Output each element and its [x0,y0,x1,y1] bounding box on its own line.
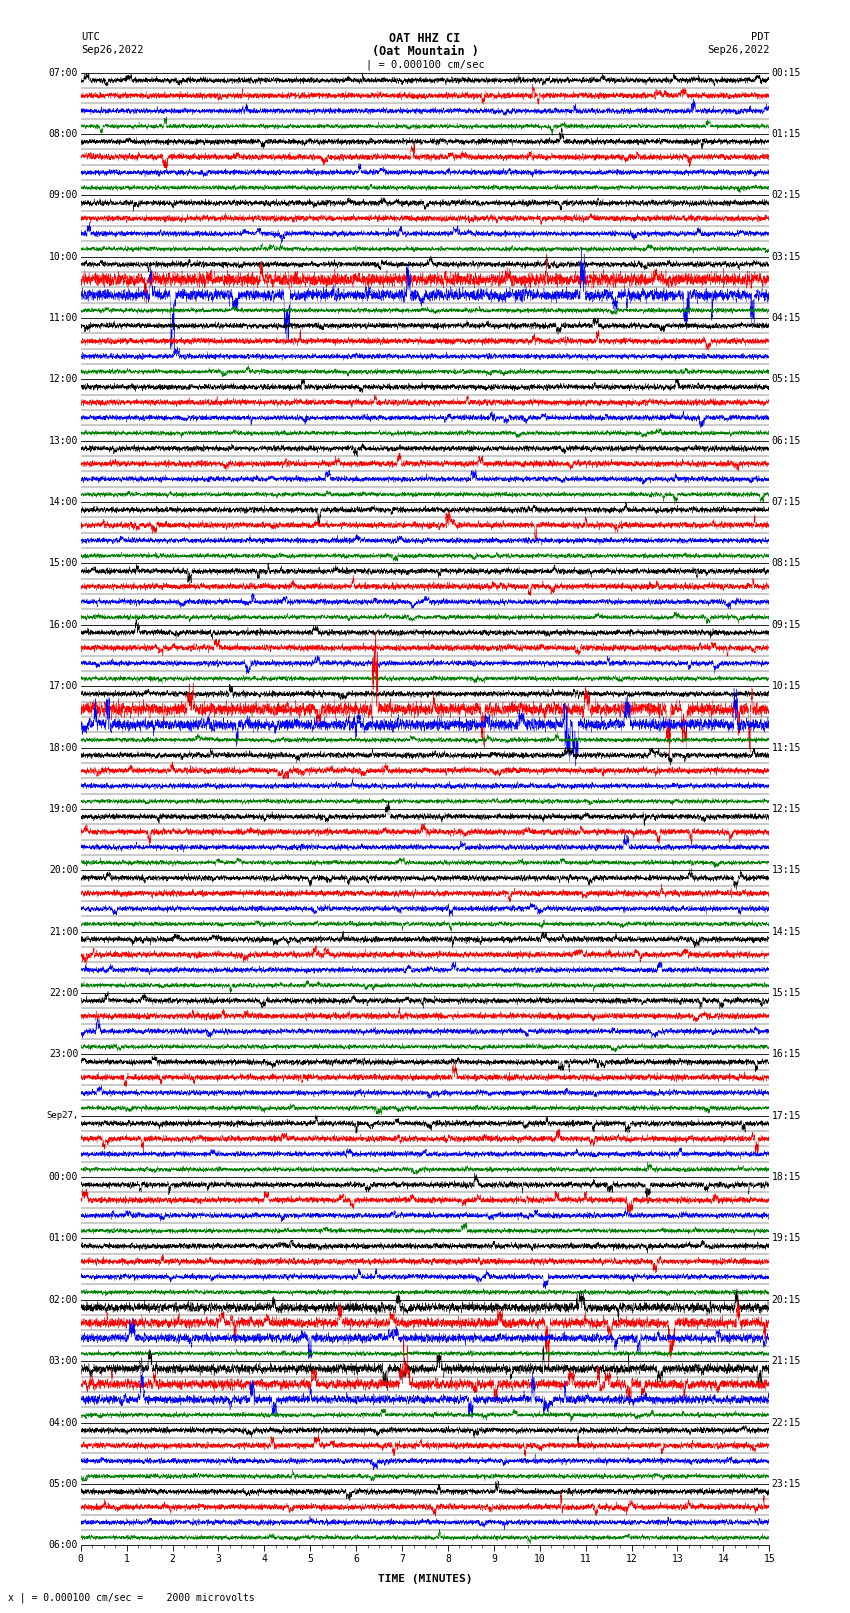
Text: 01:00: 01:00 [48,1234,78,1244]
Text: 23:15: 23:15 [772,1479,802,1489]
Text: 20:15: 20:15 [772,1295,802,1305]
Text: 07:00: 07:00 [48,68,78,77]
Text: 09:00: 09:00 [48,190,78,200]
Text: 11:00: 11:00 [48,313,78,323]
Text: 22:00: 22:00 [48,989,78,998]
Text: OAT HHZ CI: OAT HHZ CI [389,32,461,45]
Text: 00:15: 00:15 [772,68,802,77]
Text: 13:00: 13:00 [48,436,78,445]
Text: Sep27,: Sep27, [46,1111,78,1119]
Text: 20:00: 20:00 [48,865,78,876]
Text: | = 0.000100 cm/sec: | = 0.000100 cm/sec [366,60,484,71]
Text: Sep26,2022: Sep26,2022 [81,45,144,55]
Text: 02:00: 02:00 [48,1295,78,1305]
Text: 13:15: 13:15 [772,865,802,876]
Text: 00:00: 00:00 [48,1173,78,1182]
Text: 07:15: 07:15 [772,497,802,506]
Text: 03:00: 03:00 [48,1357,78,1366]
Text: 10:00: 10:00 [48,252,78,261]
Text: 16:00: 16:00 [48,619,78,629]
Text: 06:15: 06:15 [772,436,802,445]
Text: PDT: PDT [751,32,769,42]
Text: 17:00: 17:00 [48,681,78,692]
Text: x | = 0.000100 cm/sec =    2000 microvolts: x | = 0.000100 cm/sec = 2000 microvolts [8,1592,255,1603]
Text: 15:15: 15:15 [772,989,802,998]
Text: TIME (MINUTES): TIME (MINUTES) [377,1574,473,1584]
Text: 19:00: 19:00 [48,803,78,815]
Text: 01:15: 01:15 [772,129,802,139]
Text: UTC: UTC [81,32,99,42]
Text: 18:00: 18:00 [48,742,78,753]
Text: 18:15: 18:15 [772,1173,802,1182]
Text: 03:15: 03:15 [772,252,802,261]
Text: 08:00: 08:00 [48,129,78,139]
Text: 04:15: 04:15 [772,313,802,323]
Text: 12:15: 12:15 [772,803,802,815]
Text: 04:00: 04:00 [48,1418,78,1428]
Text: (Oat Mountain ): (Oat Mountain ) [371,45,479,58]
Text: 08:15: 08:15 [772,558,802,568]
Text: 11:15: 11:15 [772,742,802,753]
Text: 14:15: 14:15 [772,926,802,937]
Text: 14:00: 14:00 [48,497,78,506]
Text: 19:15: 19:15 [772,1234,802,1244]
Text: 05:00: 05:00 [48,1479,78,1489]
Text: 12:00: 12:00 [48,374,78,384]
Text: 10:15: 10:15 [772,681,802,692]
Text: 22:15: 22:15 [772,1418,802,1428]
Text: Sep26,2022: Sep26,2022 [706,45,769,55]
Text: 05:15: 05:15 [772,374,802,384]
Text: 06:00: 06:00 [48,1540,78,1550]
Text: 15:00: 15:00 [48,558,78,568]
Text: 21:15: 21:15 [772,1357,802,1366]
Text: 16:15: 16:15 [772,1050,802,1060]
Text: 21:00: 21:00 [48,926,78,937]
Text: 02:15: 02:15 [772,190,802,200]
Text: 09:15: 09:15 [772,619,802,629]
Text: 23:00: 23:00 [48,1050,78,1060]
Text: 17:15: 17:15 [772,1111,802,1121]
